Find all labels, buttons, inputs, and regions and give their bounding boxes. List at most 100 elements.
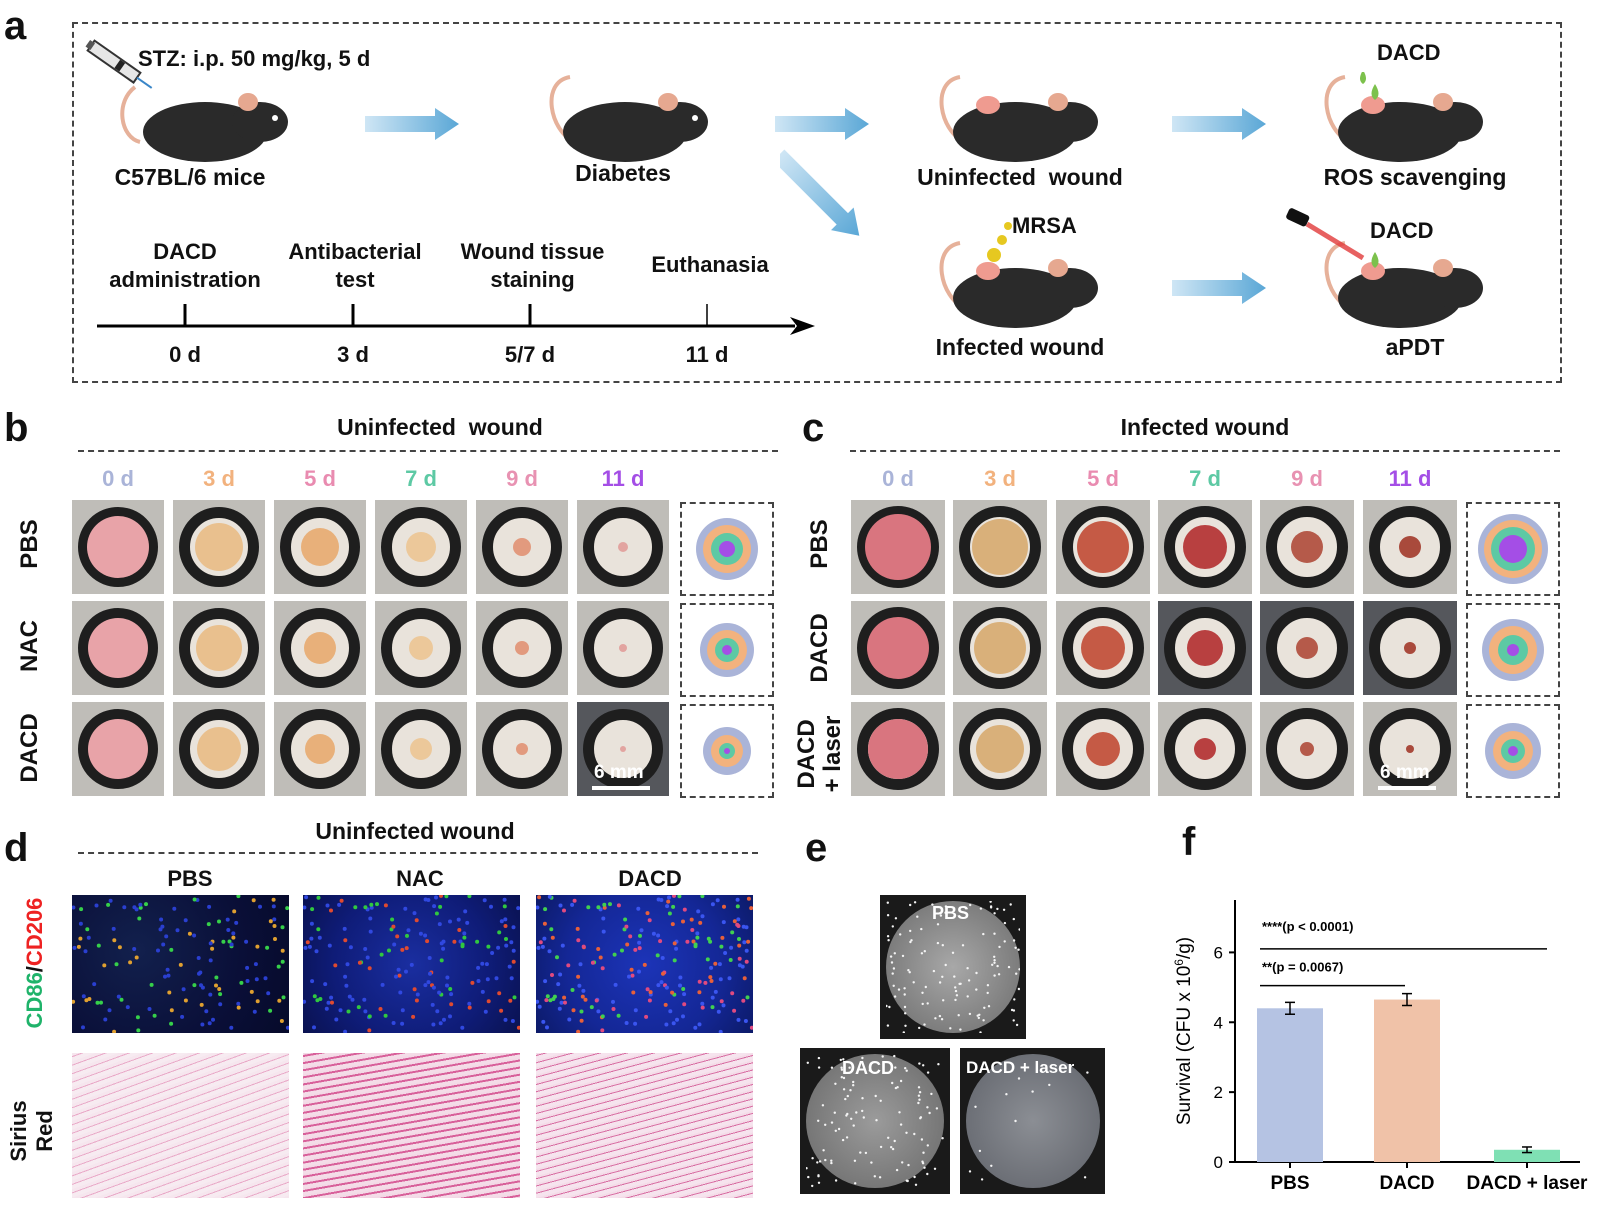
wound-photo-c-r1-c2: [1056, 601, 1150, 695]
cell-dot: [938, 1014, 942, 1018]
cell-dot: [391, 924, 396, 929]
closure-trace-3: [719, 541, 735, 557]
cell-dot: [905, 1131, 908, 1134]
wound-photo-b-r2-c3: [375, 702, 467, 796]
cell-dot: [616, 1013, 621, 1018]
cell-dot: [125, 1005, 130, 1010]
cell-dot: [966, 995, 969, 998]
cell-dot: [723, 951, 728, 955]
cell-dot: [923, 950, 926, 953]
cell-dot: [482, 898, 487, 903]
cell-dot: [367, 966, 372, 971]
closure-trace-3: [1508, 746, 1518, 756]
cell-dot: [622, 927, 627, 932]
cell-dot: [368, 929, 373, 934]
cell-dot: [192, 897, 197, 902]
cell-dot: [744, 959, 749, 964]
cell-dot: [152, 1013, 157, 1018]
cell-dot: [700, 914, 705, 919]
cell-dot: [850, 1117, 853, 1120]
cell-dot: [128, 960, 133, 965]
cell-dot: [579, 1009, 584, 1014]
cell-dot: [218, 992, 223, 997]
cell-dot: [214, 983, 218, 988]
cell-dot: [921, 1162, 925, 1165]
cell-dot: [590, 960, 595, 965]
cell-dot: [665, 904, 670, 909]
cell-dot: [549, 927, 554, 932]
silicone-ring: [179, 709, 259, 789]
cell-dot: [406, 928, 411, 933]
cell-dot: [887, 939, 890, 942]
cell-dot: [363, 905, 368, 910]
cell-dot: [647, 998, 652, 1003]
cell-dot: [898, 1111, 901, 1114]
cell-dot: [833, 1111, 836, 1114]
cell-dot: [304, 895, 309, 900]
wound-area: [1296, 637, 1318, 659]
cell-dot: [805, 1167, 808, 1170]
cell-dot: [272, 917, 277, 922]
cell-dot: [571, 1008, 576, 1013]
cell-dot: [362, 997, 367, 1002]
wound-area: [410, 738, 432, 760]
cell-dot: [147, 1007, 152, 1011]
cell-dot: [709, 965, 714, 970]
cell-dot: [904, 1012, 907, 1015]
cell-dot: [343, 938, 348, 943]
cell-dot: [135, 1015, 140, 1020]
cell-dot: [642, 962, 647, 967]
wound-area: [1194, 738, 1216, 760]
cell-dot: [456, 917, 461, 922]
wound-area: [1086, 732, 1120, 766]
cell-dot: [302, 905, 307, 910]
cell-dot: [387, 948, 391, 953]
cell-dot: [913, 1175, 916, 1179]
cell-dot: [892, 984, 895, 987]
cell-dot: [611, 1007, 616, 1011]
cell-dot: [840, 1066, 843, 1069]
cell-dot: [700, 1001, 705, 1006]
cell-dot: [357, 960, 362, 965]
cell-dot: [1012, 1009, 1016, 1012]
cell-dot: [705, 957, 710, 962]
cell-dot: [719, 999, 724, 1004]
wound-area: [196, 625, 242, 671]
cell-dot: [959, 1028, 962, 1031]
cell-dot: [544, 998, 549, 1003]
wound-area: [1183, 525, 1227, 569]
closure-trace-3: [724, 748, 730, 754]
cell-dot: [944, 911, 947, 914]
cell-dot: [968, 1012, 972, 1016]
cell-dot: [232, 909, 237, 914]
cell-dot: [885, 1004, 888, 1008]
cell-dot: [830, 1066, 834, 1069]
cell-dot: [486, 944, 491, 949]
cell-dot: [602, 905, 607, 910]
sirius-image-pbs: [72, 1053, 289, 1198]
cell-dot: [400, 1021, 405, 1026]
cell-dot: [598, 955, 603, 960]
cell-dot: [637, 946, 642, 951]
cell-dot: [229, 1025, 234, 1030]
cell-dot: [334, 1017, 339, 1022]
cell-dot: [245, 965, 250, 970]
plate-pbs: PBS: [880, 895, 1026, 1039]
cell-dot: [993, 974, 996, 977]
wound-photo-c-r2-c3: [1158, 702, 1252, 796]
cell-dot: [818, 1160, 822, 1163]
cell-dot: [537, 895, 542, 900]
laser-icon: [1286, 208, 1365, 261]
cell-dot: [175, 928, 180, 933]
cell-dot: [624, 1021, 629, 1025]
mouse-wound-icon: [939, 75, 1098, 162]
sirius-image-nac: [303, 1053, 520, 1198]
cell-dot: [117, 945, 122, 950]
cell-dot: [579, 1018, 584, 1023]
cell-dot: [483, 1009, 488, 1014]
cell-dot: [625, 942, 630, 947]
panel-d-col-nac: NAC: [396, 866, 444, 891]
cell-dot: [821, 1104, 825, 1107]
cell-dot: [302, 999, 307, 1004]
cell-dot: [367, 1014, 372, 1019]
